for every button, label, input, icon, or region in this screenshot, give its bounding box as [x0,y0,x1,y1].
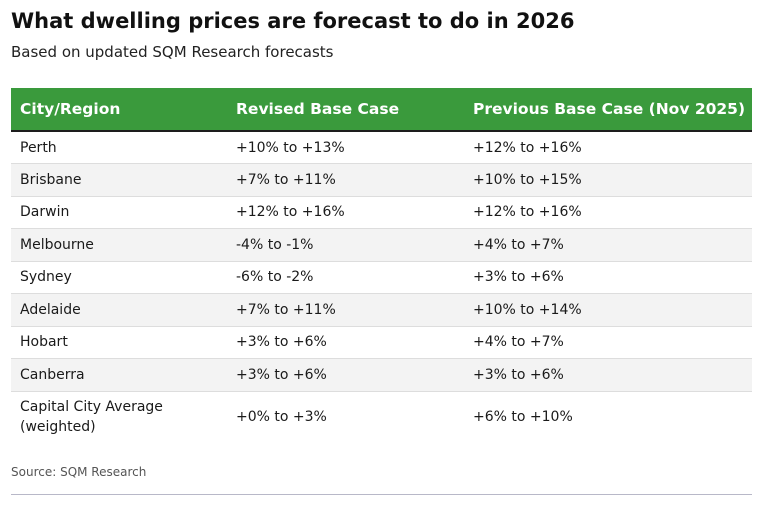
cell-previous: +10% to +14% [464,293,752,327]
cell-previous: +12% to +16% [464,131,752,164]
table-row: Sydney -6% to -2% +3% to +6% [11,261,752,294]
cell-previous: +4% to +7% [464,228,752,262]
forecast-table: City/Region Revised Base Case Previous B… [11,88,752,443]
cell-revised: -6% to -2% [227,261,464,294]
cell-revised: +3% to +6% [227,326,464,359]
table-row: Darwin +12% to +16% +12% to +16% [11,196,752,229]
table-row: Perth +10% to +13% +12% to +16% [11,131,752,164]
table-row: Melbourne -4% to -1% +4% to +7% [11,228,752,262]
cell-city: Darwin [11,196,227,229]
column-header-city: City/Region [11,88,227,132]
cell-revised: +3% to +6% [227,358,464,392]
table-header-row: City/Region Revised Base Case Previous B… [11,88,752,132]
cell-revised: +10% to +13% [227,131,464,164]
divider [11,494,752,495]
cell-revised: +12% to +16% [227,196,464,229]
table-row: Adelaide +7% to +11% +10% to +14% [11,293,752,327]
cell-city: Capital City Average (weighted) [20,399,163,436]
cell-previous: +12% to +16% [464,196,752,229]
cell-city: Brisbane [11,163,227,197]
table-row: Capital City Average (weighted) +0% to +… [11,391,752,443]
cell-previous: +4% to +7% [464,326,752,359]
cell-previous: +3% to +6% [464,261,752,294]
table-row: Hobart +3% to +6% +4% to +7% [11,326,752,359]
cell-previous: +3% to +6% [464,358,752,392]
cell-city: Sydney [11,261,227,294]
source-note: Source: SQM Research [11,465,147,479]
column-header-previous: Previous Base Case (Nov 2025) [464,88,752,132]
table-row: Brisbane +7% to +11% +10% to +15% [11,163,752,197]
cell-revised: +7% to +11% [227,163,464,197]
cell-city: Adelaide [11,293,227,327]
cell-city: Hobart [11,326,227,359]
page-subtitle: Based on updated SQM Research forecasts [11,43,334,61]
cell-previous: +6% to +10% [473,409,573,426]
cell-previous: +10% to +15% [464,163,752,197]
column-header-revised: Revised Base Case [227,88,464,132]
cell-city: Perth [11,131,227,164]
cell-revised: +7% to +11% [227,293,464,327]
table-row: Canberra +3% to +6% +3% to +6% [11,358,752,392]
cell-city: Canberra [11,358,227,392]
cell-revised: +0% to +3% [236,409,327,426]
cell-city: Melbourne [11,228,227,262]
cell-revised: -4% to -1% [227,228,464,262]
page-title: What dwelling prices are forecast to do … [11,9,575,33]
